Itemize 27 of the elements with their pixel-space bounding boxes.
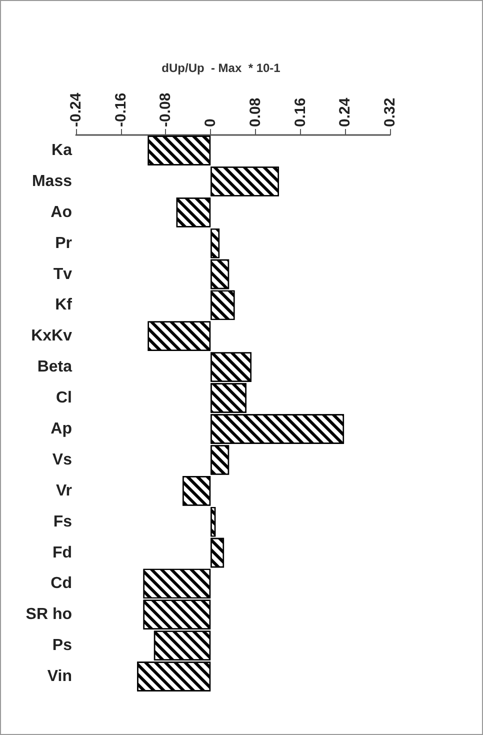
y-tick-label: Mass <box>32 172 72 190</box>
chart-title: dUp/Up - Max * 10-1 <box>162 61 281 75</box>
y-tick-label: Tv <box>53 266 72 283</box>
x-tick-label: 0.32 <box>382 98 398 127</box>
y-tick-label: Fs <box>53 513 72 530</box>
y-tick-label: Beta <box>37 358 72 376</box>
y-tick-label: Cl <box>56 390 72 407</box>
y-tick-label: Ka <box>52 142 72 159</box>
y-tick-label: SR ho <box>26 606 72 624</box>
y-tick-label: Pr <box>55 234 72 252</box>
y-tick-label: Ps <box>52 637 72 654</box>
y-tick-label: KxKv <box>31 328 72 345</box>
y-tick-label: Kf <box>55 296 73 314</box>
y-tick-label: Cd <box>50 575 72 592</box>
y-tick-label: Ap <box>50 420 72 438</box>
x-tick-label: -0.08 <box>157 92 174 127</box>
x-tick-label: 0 <box>202 118 220 127</box>
y-tick-label: Ao <box>50 204 72 221</box>
x-tick-label: 0.08 <box>246 98 264 127</box>
y-tick-label: Vin <box>47 668 72 686</box>
y-tick-label: Fd <box>52 544 72 562</box>
x-tick-label: -0.24 <box>68 92 84 127</box>
x-tick-label: 0.24 <box>336 97 354 127</box>
y-tick-label: Vr <box>56 482 72 500</box>
y-tick-label: Vs <box>52 451 72 468</box>
x-tick-label: 0.16 <box>292 98 309 127</box>
x-tick-label: -0.16 <box>112 92 130 127</box>
